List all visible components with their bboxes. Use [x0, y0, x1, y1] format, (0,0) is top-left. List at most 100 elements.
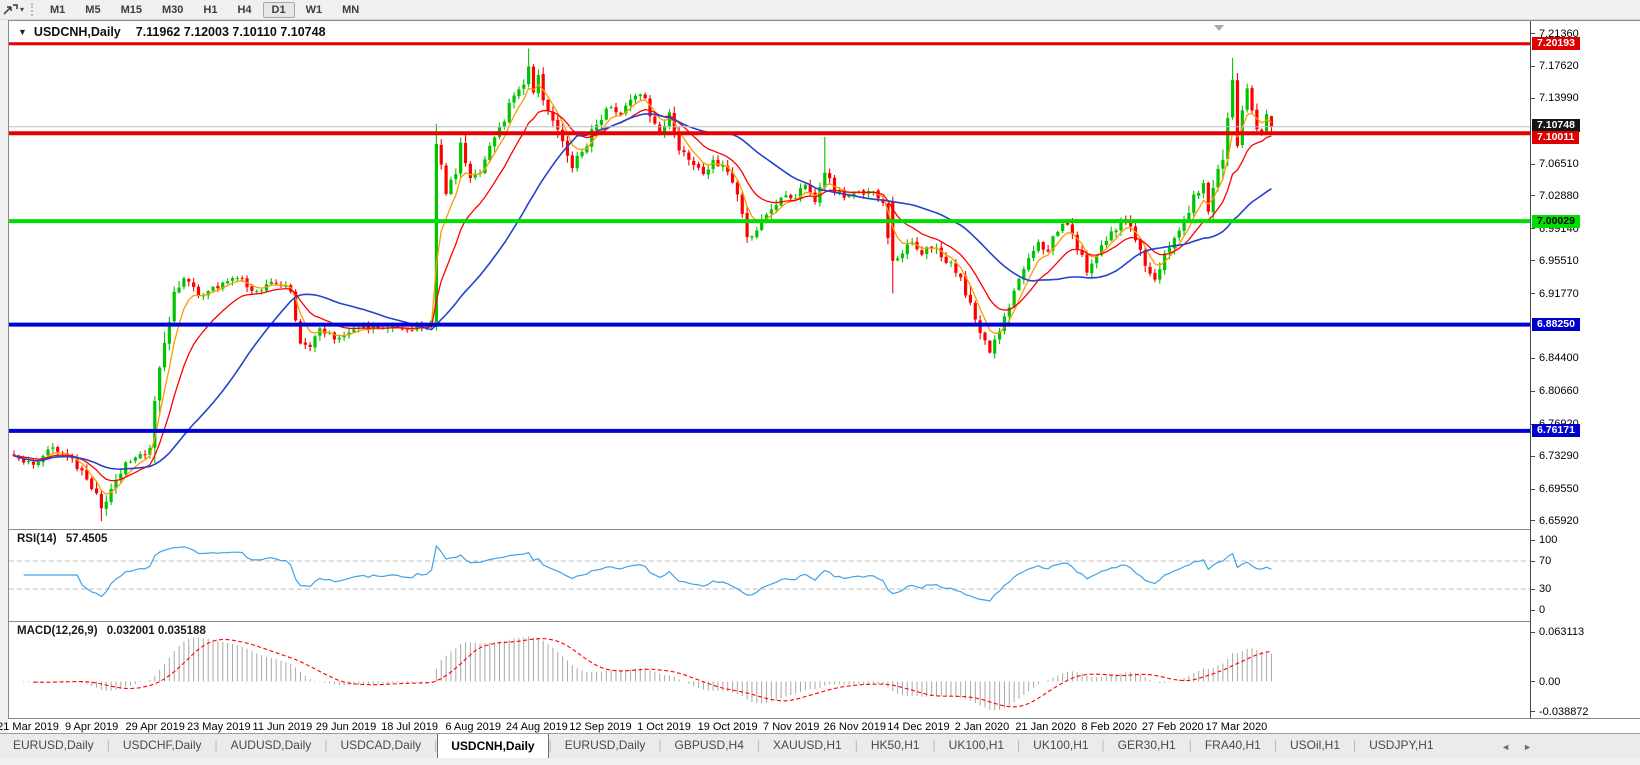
tab-hk50-h1[interactable]: HK50,H1 [870, 738, 920, 752]
tab-ger30-h1[interactable]: GER30,H1 [1117, 738, 1176, 752]
tab-separator: | [434, 738, 438, 752]
price-badge: 7.10011 [1532, 130, 1580, 144]
rsi-tick: 70 [1531, 555, 1551, 567]
price-tick: 6.91770 [1531, 288, 1579, 300]
price-badge: 6.76171 [1532, 424, 1580, 438]
pointer-tool-dropdown-caret-icon[interactable]: ▾ [20, 5, 25, 14]
panel-separator[interactable] [8, 529, 1640, 530]
tab-separator: | [932, 738, 936, 752]
tab-fra40-h1[interactable]: FRA40,H1 [1204, 738, 1261, 752]
tab-separator: | [548, 738, 552, 752]
price-tick: 7.17620 [1531, 60, 1579, 72]
date-axis[interactable]: 21 Mar 2019 9 Apr 2019 29 Apr 2019 23 May 2… [0, 718, 1640, 734]
rsi-tick: 100 [1531, 534, 1557, 546]
timeframe-button-m1[interactable]: M1 [50, 3, 66, 16]
timeframe-button-w1[interactable]: W1 [305, 3, 323, 16]
price-tick: 6.69550 [1531, 483, 1579, 495]
price-tick: 7.02880 [1531, 190, 1579, 202]
bottom-filler [0, 758, 1640, 765]
date-label: 24 Aug 2019 [505, 721, 568, 733]
date-label: 21 Mar 2019 [0, 721, 59, 733]
tab-separator: | [1188, 738, 1192, 752]
date-label: 23 May 2019 [186, 721, 251, 733]
date-label: 18 Jul 2019 [381, 721, 439, 733]
toolbar-grip[interactable] [31, 3, 34, 16]
tabs-scroll-right-icon[interactable]: ► [1523, 741, 1532, 752]
tab-separator: | [106, 738, 110, 752]
timeframe-button-h1[interactable]: H1 [203, 3, 218, 16]
price-tick: 6.84400 [1531, 352, 1579, 364]
price-badge: 7.20193 [1532, 37, 1580, 51]
panel-separator[interactable] [8, 621, 1640, 622]
date-label: 11 Jun 2019 [252, 721, 313, 733]
macd-indicator-plot[interactable] [9, 622, 1530, 718]
date-label: 17 Mar 2020 [1205, 721, 1268, 733]
price-tick: 7.21360 [1531, 28, 1579, 40]
tab-usoil-h1[interactable]: USOil,H1 [1289, 738, 1340, 752]
price-badge: 6.88250 [1532, 318, 1580, 332]
tab-usdchf-daily[interactable]: USDCHF,Daily [122, 738, 202, 752]
macd-tick: 0.00 [1531, 676, 1560, 688]
tab-usdcnh-daily[interactable]: USDCNH,Daily [437, 734, 549, 759]
timeframe-button-mn[interactable]: MN [342, 3, 360, 16]
chart-window-border [8, 20, 1640, 21]
date-label: 12 Sep 2019 [569, 721, 632, 733]
rsi-indicator-plot[interactable] [9, 530, 1530, 621]
date-label: 8 Feb 2020 [1081, 721, 1138, 733]
timeframe-button-m30[interactable]: M30 [161, 3, 184, 16]
rsi-tick: 0 [1531, 604, 1545, 616]
timeframe-button-d1[interactable]: D1 [262, 1, 295, 18]
main-chart-plot[interactable] [9, 21, 1530, 529]
price-badge: 7.00029 [1532, 214, 1580, 228]
price-tick: 6.65920 [1531, 515, 1579, 527]
tab-separator: | [658, 738, 662, 752]
tab-separator: | [324, 738, 328, 752]
price-tick: 7.06510 [1531, 158, 1579, 170]
toolbar: ▾ M1 M5 M15 M30 H1 H4 D1 W1 MN [0, 0, 1640, 20]
tab-eurusd-daily[interactable]: EURUSD,Daily [564, 738, 646, 752]
tab-separator: | [1273, 738, 1277, 752]
date-label: 29 Apr 2019 [125, 721, 185, 733]
timeframe-button-h4[interactable]: H4 [237, 3, 252, 16]
date-label: 26 Nov 2019 [823, 721, 886, 733]
date-label: 14 Dec 2019 [887, 721, 950, 733]
date-label: 6 Aug 2019 [445, 721, 502, 733]
tab-gbpusd-h4[interactable]: GBPUSD,H4 [674, 738, 744, 752]
tab-uk100-h1[interactable]: UK100,H1 [1033, 738, 1089, 752]
macd-tick: -0.038872 [1531, 706, 1589, 718]
tab-usdjpy-h1[interactable]: USDJPY,H1 [1369, 738, 1434, 752]
tab-usdcad-daily[interactable]: USDCAD,Daily [340, 738, 422, 752]
tab-separator: | [756, 738, 761, 752]
tab-eurusd-daily[interactable]: EURUSD,Daily [13, 738, 94, 752]
chart-window-border-left [8, 20, 9, 733]
price-axis[interactable]: 7.21360 7.17620 7.13990 7.06510 7.02880 6.991… [1530, 21, 1640, 718]
tab-separator: | [1353, 738, 1357, 752]
pointer-tool-icon[interactable] [2, 2, 19, 17]
tab-xauusd-h1[interactable]: XAUUSD,H1 [773, 738, 842, 752]
tab-separator: | [214, 738, 218, 752]
date-label: 9 Apr 2019 [64, 721, 119, 733]
date-label: 2 Jan 2020 [954, 721, 1010, 733]
date-label: 29 Jun 2019 [315, 721, 377, 733]
date-label: 27 Feb 2020 [1141, 721, 1204, 733]
timeframe-button-m15[interactable]: M15 [120, 3, 142, 16]
tab-audusd-daily[interactable]: AUDUSD,Daily [230, 738, 312, 752]
tab-separator: | [854, 738, 858, 752]
tab-uk100-h1[interactable]: UK100,H1 [948, 738, 1005, 752]
tab-separator: | [1017, 738, 1021, 752]
chart-tabstrip: EURUSD,Daily | USDCHF,Daily | AUDUSD,Daily | U… [0, 733, 1640, 759]
price-tick: 6.73290 [1531, 450, 1579, 462]
price-tick: 6.95510 [1531, 255, 1579, 267]
price-tick: 7.13990 [1531, 92, 1579, 104]
price-tick: 6.80660 [1531, 385, 1579, 397]
price-badge: 7.10748 [1532, 119, 1580, 133]
date-label: 1 Oct 2019 [637, 721, 691, 733]
tabs-scroll-left-icon[interactable]: ◄ [1501, 741, 1511, 752]
timeframe-button-m5[interactable]: M5 [85, 3, 101, 16]
tab-separator: | [1101, 738, 1105, 752]
date-label: 19 Oct 2019 [697, 721, 758, 733]
tab-scroll-arrows: ◄ ► [1501, 734, 1532, 759]
date-label: 21 Jan 2020 [1015, 721, 1076, 733]
macd-tick: 0.063113 [1531, 626, 1584, 638]
rsi-tick: 30 [1531, 583, 1551, 595]
